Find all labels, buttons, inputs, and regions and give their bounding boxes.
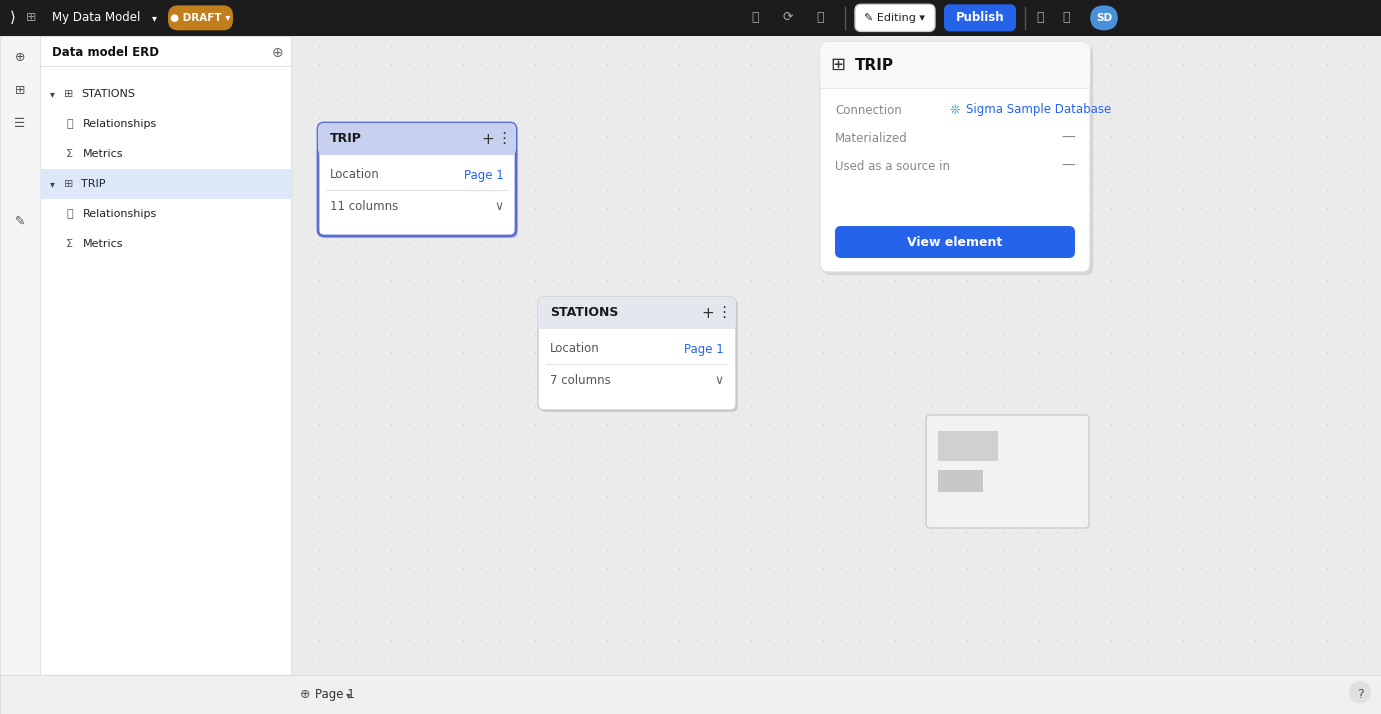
Text: SD: SD bbox=[1097, 13, 1112, 23]
Text: Publish: Publish bbox=[956, 11, 1004, 24]
Bar bbox=[0, 675, 1381, 714]
Text: View element: View element bbox=[907, 236, 1003, 248]
Text: Data model ERD: Data model ERD bbox=[52, 46, 159, 59]
Text: 🔔: 🔔 bbox=[1062, 11, 1070, 24]
Text: ⊕: ⊕ bbox=[272, 46, 283, 60]
Bar bbox=[938, 470, 983, 492]
Text: TRIP: TRIP bbox=[81, 178, 105, 188]
Bar bbox=[40, 36, 291, 675]
FancyBboxPatch shape bbox=[836, 226, 1074, 258]
FancyBboxPatch shape bbox=[1090, 6, 1119, 30]
FancyBboxPatch shape bbox=[320, 125, 518, 238]
Text: Page 1: Page 1 bbox=[464, 169, 504, 181]
Text: Sigma Sample Database: Sigma Sample Database bbox=[965, 104, 1112, 116]
Text: Page 1: Page 1 bbox=[315, 688, 355, 701]
Text: ☰: ☰ bbox=[14, 117, 26, 130]
Text: ∨: ∨ bbox=[715, 375, 724, 388]
Text: ⊞: ⊞ bbox=[830, 56, 845, 74]
Text: +: + bbox=[702, 306, 714, 321]
FancyBboxPatch shape bbox=[927, 415, 1090, 528]
Text: ▾: ▾ bbox=[152, 13, 157, 23]
Bar bbox=[319, 139, 515, 155]
Bar bbox=[545, 364, 728, 365]
Bar bbox=[820, 88, 1090, 89]
Bar bbox=[938, 431, 998, 461]
Bar bbox=[0, 0, 1381, 36]
Text: Materialized: Materialized bbox=[836, 131, 907, 144]
Text: ⟩: ⟩ bbox=[10, 10, 17, 26]
Bar bbox=[326, 190, 508, 191]
Text: ?: ? bbox=[1356, 688, 1363, 701]
Bar bbox=[40, 169, 291, 198]
Text: ▾: ▾ bbox=[50, 178, 55, 188]
Text: ⟳: ⟳ bbox=[783, 11, 793, 24]
FancyBboxPatch shape bbox=[855, 4, 935, 31]
Text: Relationships: Relationships bbox=[83, 208, 157, 218]
Text: +: + bbox=[482, 131, 494, 146]
Text: ⊞: ⊞ bbox=[26, 11, 36, 24]
Text: 🔗: 🔗 bbox=[66, 119, 73, 129]
Text: ❊: ❊ bbox=[950, 104, 960, 116]
Text: 7 columns: 7 columns bbox=[550, 375, 610, 388]
Text: ⊕: ⊕ bbox=[15, 51, 25, 64]
Bar bbox=[539, 313, 735, 329]
FancyBboxPatch shape bbox=[539, 297, 736, 410]
Text: STATIONS: STATIONS bbox=[81, 89, 135, 99]
Text: ✎ Editing ▾: ✎ Editing ▾ bbox=[865, 13, 925, 23]
Text: TRIP: TRIP bbox=[330, 133, 362, 146]
Text: TRIP: TRIP bbox=[855, 58, 894, 73]
FancyBboxPatch shape bbox=[318, 123, 516, 155]
Text: ⊞: ⊞ bbox=[64, 89, 73, 99]
Text: ● DRAFT ▾: ● DRAFT ▾ bbox=[170, 13, 231, 23]
Bar bbox=[820, 65, 1090, 88]
Text: Location: Location bbox=[330, 169, 380, 181]
FancyBboxPatch shape bbox=[823, 45, 1092, 275]
Text: 💬: 💬 bbox=[816, 11, 823, 24]
Text: 🔗: 🔗 bbox=[66, 208, 73, 218]
Text: ▾: ▾ bbox=[347, 690, 351, 700]
Text: —: — bbox=[1061, 131, 1074, 145]
Text: ⋮: ⋮ bbox=[717, 306, 732, 321]
Text: 🔍: 🔍 bbox=[1036, 11, 1044, 24]
Text: ✎: ✎ bbox=[15, 214, 25, 227]
Text: ∨: ∨ bbox=[494, 201, 504, 213]
FancyBboxPatch shape bbox=[945, 4, 1016, 31]
FancyBboxPatch shape bbox=[318, 123, 516, 236]
FancyBboxPatch shape bbox=[540, 299, 737, 412]
Text: Location: Location bbox=[550, 343, 599, 356]
FancyBboxPatch shape bbox=[168, 6, 233, 30]
Text: 👤: 👤 bbox=[751, 11, 758, 24]
FancyBboxPatch shape bbox=[820, 42, 1090, 88]
FancyBboxPatch shape bbox=[1349, 681, 1371, 703]
Text: STATIONS: STATIONS bbox=[550, 306, 619, 319]
FancyBboxPatch shape bbox=[820, 42, 1090, 272]
Text: My Data Model: My Data Model bbox=[52, 11, 141, 24]
Text: Σ: Σ bbox=[66, 238, 73, 248]
Text: ⊞: ⊞ bbox=[15, 84, 25, 97]
Text: 11 columns: 11 columns bbox=[330, 201, 398, 213]
Text: Connection: Connection bbox=[836, 104, 902, 116]
Text: Σ: Σ bbox=[66, 149, 73, 159]
Text: ▾: ▾ bbox=[50, 89, 55, 99]
Text: Metrics: Metrics bbox=[83, 149, 123, 159]
Text: Page 1: Page 1 bbox=[684, 343, 724, 356]
Bar bbox=[291, 36, 1381, 675]
Text: ⊕: ⊕ bbox=[300, 688, 309, 701]
Text: —: — bbox=[1061, 159, 1074, 173]
Text: Used as a source in: Used as a source in bbox=[836, 159, 950, 173]
Text: ⋮: ⋮ bbox=[496, 131, 511, 146]
Bar bbox=[0, 36, 40, 675]
Text: Metrics: Metrics bbox=[83, 238, 123, 248]
FancyBboxPatch shape bbox=[539, 297, 736, 329]
Text: Relationships: Relationships bbox=[83, 119, 157, 129]
Text: ⊞: ⊞ bbox=[64, 178, 73, 188]
